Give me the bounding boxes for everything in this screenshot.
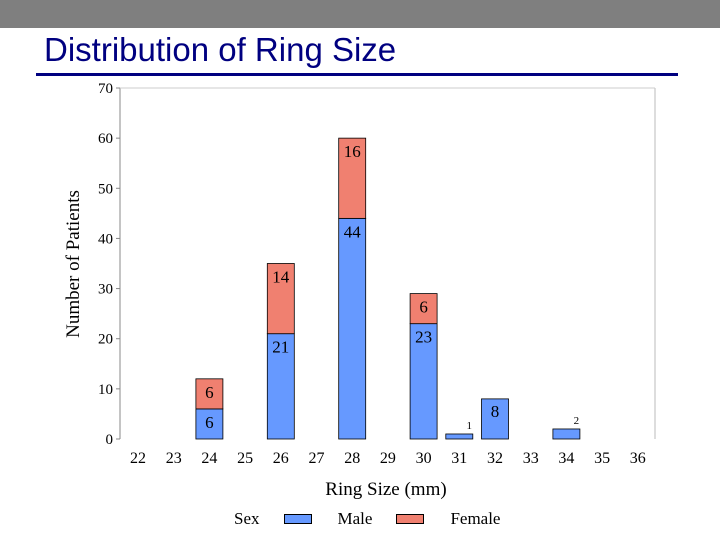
bar-label-male-31: 1 — [467, 420, 473, 432]
bar-male-26 — [266, 333, 295, 440]
bar-label-female-30: 6 — [419, 298, 428, 317]
bar-female-24 — [195, 378, 224, 410]
bar-label-female-28: 16 — [344, 142, 361, 161]
axes — [119, 87, 656, 439]
title-underline — [36, 73, 678, 76]
legend-item-male: Male — [283, 509, 373, 529]
bar-label-female-24: 6 — [205, 383, 214, 402]
slide-title: Distribution of Ring Size — [44, 31, 397, 68]
legend-label-male: Male — [337, 509, 373, 528]
legend-swatch-female — [396, 514, 425, 524]
x-tick-label: 30 — [416, 450, 432, 467]
bar-label-male-24: 6 — [205, 413, 214, 432]
x-tick-label: 36 — [630, 450, 646, 467]
bar-female-26 — [266, 263, 295, 335]
x-tick-label: 24 — [201, 450, 217, 467]
bar-male-24 — [195, 408, 224, 440]
x-tick-label: 32 — [487, 450, 503, 467]
legend-swatch-male — [283, 514, 312, 524]
x-tick-label: 22 — [130, 450, 146, 467]
x-tick-label: 31 — [451, 450, 467, 467]
bar-label-male-26: 21 — [272, 338, 289, 357]
y-tick-label: 10 — [98, 382, 113, 398]
y-tick-label: 30 — [98, 282, 113, 298]
x-tick-label: 25 — [237, 450, 253, 467]
y-tick-label: 40 — [98, 231, 113, 247]
bar-label-male-30: 23 — [415, 328, 432, 347]
bar-male-34 — [552, 428, 581, 440]
bar-male-30 — [409, 323, 438, 440]
x-tick-label: 28 — [344, 450, 360, 467]
x-tick-label: 33 — [523, 450, 539, 467]
top-bar — [0, 0, 720, 28]
y-tick-label: 20 — [98, 332, 113, 348]
bar-label-male-28: 44 — [344, 222, 362, 241]
legend-item-female: Female — [396, 509, 500, 529]
legend-label-female: Female — [450, 509, 501, 528]
y-tick-labels: 0 10 20 30 40 50 60 70 — [98, 81, 120, 448]
y-tick-label: 0 — [106, 432, 114, 448]
bar-female-28 — [338, 137, 367, 219]
x-tick-label: 35 — [594, 450, 610, 467]
y-tick-label: 60 — [98, 131, 113, 147]
x-tick-label: 29 — [380, 450, 396, 467]
bar-label-female-26: 14 — [272, 268, 290, 287]
bar-label-male-34: 2 — [574, 415, 580, 427]
bar-male-28 — [338, 217, 367, 440]
x-tick-label: 23 — [166, 450, 182, 467]
x-tick-label: 27 — [309, 450, 325, 467]
legend: Sex Male Female — [234, 508, 524, 530]
x-axis-title: Ring Size (mm) — [325, 479, 446, 500]
bar-label-male-32: 8 — [491, 402, 500, 421]
x-tick-labels: 22 23 24 25 26 27 28 29 30 31 32 33 34 35 36 — [130, 450, 646, 467]
y-tick-label: 50 — [98, 181, 113, 197]
bar-male-31 — [445, 433, 474, 440]
bar-female-30 — [409, 293, 438, 325]
bar-male-32 — [481, 398, 509, 440]
x-tick-label: 26 — [273, 450, 289, 467]
y-tick-label: 70 — [98, 81, 113, 97]
legend-title: Sex — [234, 509, 260, 528]
bars: 6 6 21 14 44 16 23 6 1 8 2 — [195, 137, 581, 440]
y-axis-title: Number of Patients — [63, 190, 84, 338]
x-tick-label: 34 — [558, 450, 574, 467]
